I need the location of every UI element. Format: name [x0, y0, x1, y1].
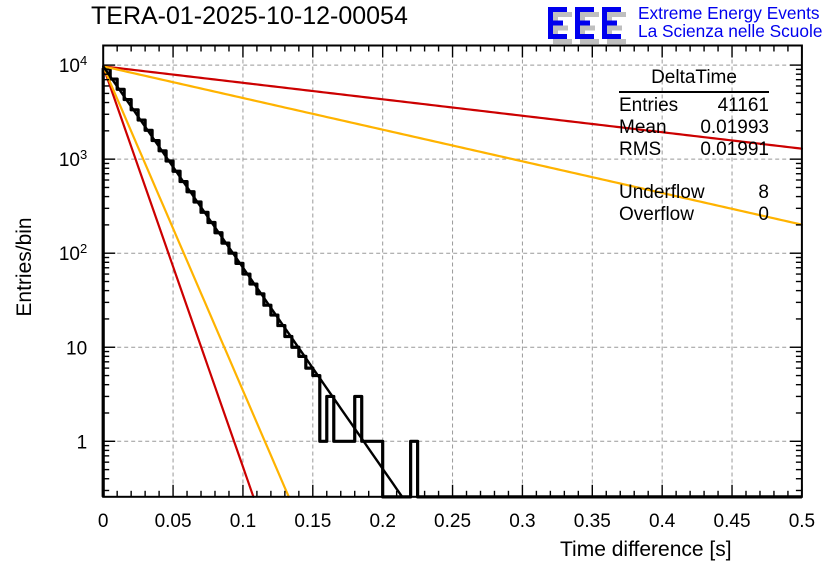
svg-text:0.35: 0.35	[574, 511, 611, 532]
svg-text:0.25: 0.25	[434, 511, 471, 532]
svg-text:0.4: 0.4	[649, 511, 676, 532]
svg-text:0.2: 0.2	[369, 511, 395, 532]
svg-text:10: 10	[66, 338, 87, 359]
svg-text:0.15: 0.15	[294, 511, 331, 532]
svg-text:0.05: 0.05	[155, 511, 192, 532]
svg-text:0.5: 0.5	[789, 511, 815, 532]
svg-text:0: 0	[98, 511, 109, 532]
svg-text:0.45: 0.45	[714, 511, 751, 532]
svg-text:1: 1	[77, 432, 88, 453]
svg-text:0.3: 0.3	[509, 511, 535, 532]
svg-text:0.1: 0.1	[230, 511, 256, 532]
svg-text:La Scienza nelle Scuole: La Scienza nelle Scuole	[638, 21, 822, 41]
